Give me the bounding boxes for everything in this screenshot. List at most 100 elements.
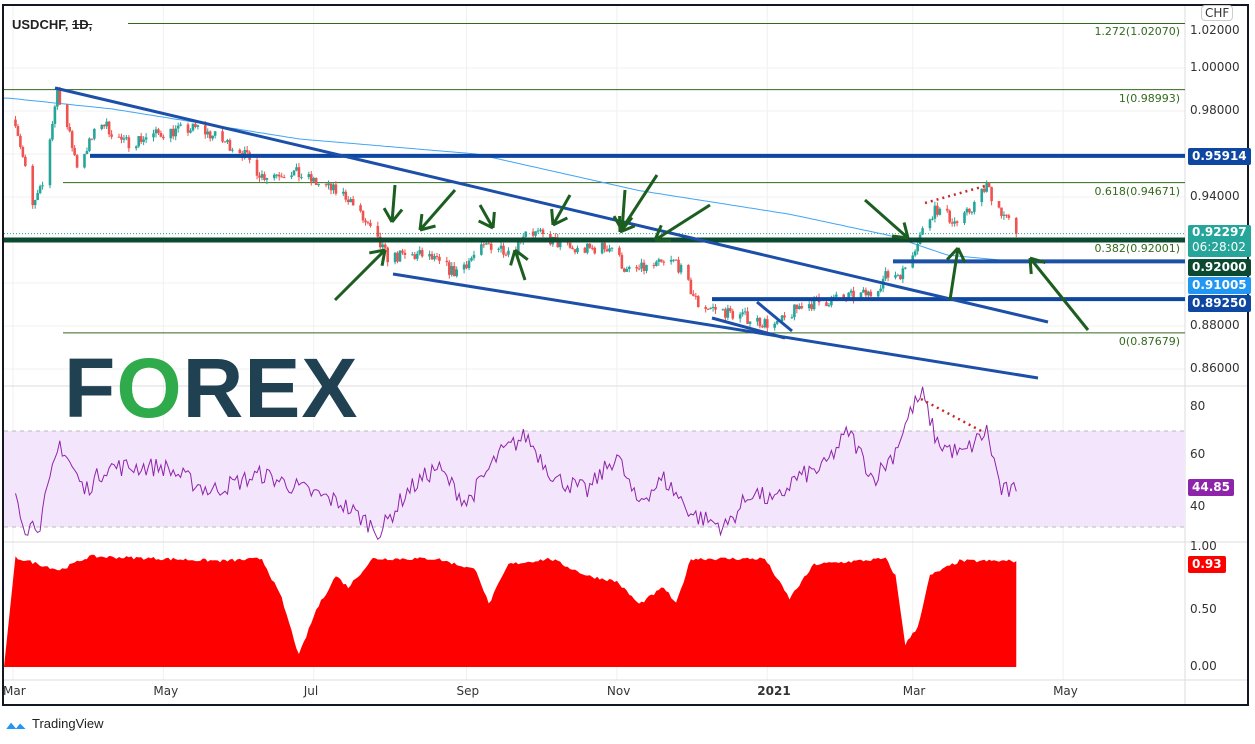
candle-body — [531, 231, 535, 236]
candle-body — [558, 240, 562, 248]
candle-body — [462, 264, 466, 270]
price-tick: 1.02000 — [1190, 23, 1240, 37]
arrow-annotation — [618, 174, 659, 233]
rsi-band — [4, 431, 1185, 527]
divergence-line — [924, 184, 986, 205]
candle-body — [157, 129, 160, 134]
arrow-head — [509, 249, 517, 266]
candle-body — [470, 258, 473, 261]
candle-body — [263, 174, 266, 180]
candle-body — [669, 259, 673, 262]
candle-body — [297, 167, 301, 178]
candle-body — [899, 275, 902, 280]
candle-body — [536, 230, 540, 232]
fib-label: 0(0.87679) — [1118, 334, 1180, 348]
candle-body — [465, 264, 468, 269]
candle-body — [694, 295, 698, 297]
candle-body — [936, 205, 939, 215]
candle-body — [169, 128, 173, 139]
candle-body — [139, 136, 143, 142]
candle-body — [554, 236, 557, 238]
candle-body — [825, 302, 828, 307]
trendline — [54, 86, 1049, 324]
candle-body — [100, 124, 104, 129]
candle-body — [635, 266, 638, 269]
arrow-head — [419, 224, 436, 232]
candle-body — [295, 167, 298, 171]
candle-body — [741, 312, 744, 315]
candle-body — [127, 137, 131, 149]
candle-body — [314, 178, 318, 185]
candle-body — [36, 193, 39, 201]
time-tick: Mar — [3, 684, 26, 698]
arrow-annotation — [948, 247, 960, 301]
candle-body — [938, 208, 942, 215]
arrow-head — [550, 208, 555, 226]
candle-body — [982, 188, 986, 192]
candle-body — [480, 244, 483, 255]
candle-body — [758, 317, 762, 327]
candle-body — [761, 326, 764, 328]
candle-body — [945, 208, 949, 211]
candle-body — [955, 221, 959, 224]
rsi-line — [15, 386, 1017, 540]
tradingview-brand[interactable]: TradingView — [4, 716, 104, 731]
candle-body — [152, 133, 155, 138]
candle-body — [452, 266, 456, 277]
fib-label: 0.618(0.94671) — [1094, 184, 1180, 198]
candle-body — [756, 317, 759, 322]
arrow-head — [514, 248, 529, 261]
candle-body — [282, 177, 286, 179]
candle-body — [674, 259, 678, 261]
candle-body — [428, 253, 431, 257]
candle-body — [835, 294, 838, 297]
candle-body — [748, 321, 752, 324]
candle-body — [401, 250, 404, 253]
candle-body — [556, 237, 560, 248]
candle-body — [260, 174, 264, 178]
candle-body — [852, 290, 855, 300]
rsi-value-tag: 44.85 — [1188, 479, 1234, 497]
candle-body — [886, 271, 890, 278]
candle-body — [657, 259, 661, 262]
candle-body — [687, 264, 690, 280]
arrow-annotation — [478, 204, 495, 229]
candle-body — [726, 308, 730, 318]
candle-body — [65, 104, 69, 128]
candle-body — [879, 288, 882, 292]
candle-body — [171, 128, 175, 137]
moving-average-line — [4, 97, 1017, 262]
candle-body — [51, 123, 54, 140]
candle-body — [68, 127, 71, 132]
candle-body — [102, 124, 106, 127]
candle-body — [56, 88, 59, 107]
candle-body — [605, 249, 609, 252]
candle-body — [255, 159, 259, 176]
candle-body — [539, 229, 542, 231]
candle-body — [810, 304, 813, 310]
candle-body — [344, 191, 348, 200]
chart-frame[interactable] — [2, 4, 1249, 706]
candle-body — [583, 247, 587, 253]
candle-body — [689, 279, 693, 295]
candle-body — [504, 254, 508, 256]
last-price: 0.92297 — [1192, 225, 1247, 239]
candle-body — [334, 184, 338, 194]
candle-body — [38, 186, 42, 194]
trendline — [711, 316, 786, 340]
candle-body — [58, 88, 62, 105]
candle-body — [610, 247, 614, 249]
currency-button[interactable]: CHF — [1201, 5, 1234, 21]
fib-label: 1(0.98993) — [1118, 91, 1180, 105]
candle-body — [381, 244, 385, 248]
candle-body — [659, 259, 663, 262]
rsi-tick: 80 — [1190, 399, 1206, 413]
interval[interactable]: 1D, — [71, 17, 93, 32]
candle-body — [415, 253, 419, 259]
candle-body — [869, 291, 873, 297]
candle-body — [541, 229, 545, 235]
candle-body — [194, 123, 197, 127]
candle-body — [162, 136, 165, 139]
candle-body — [472, 254, 476, 259]
